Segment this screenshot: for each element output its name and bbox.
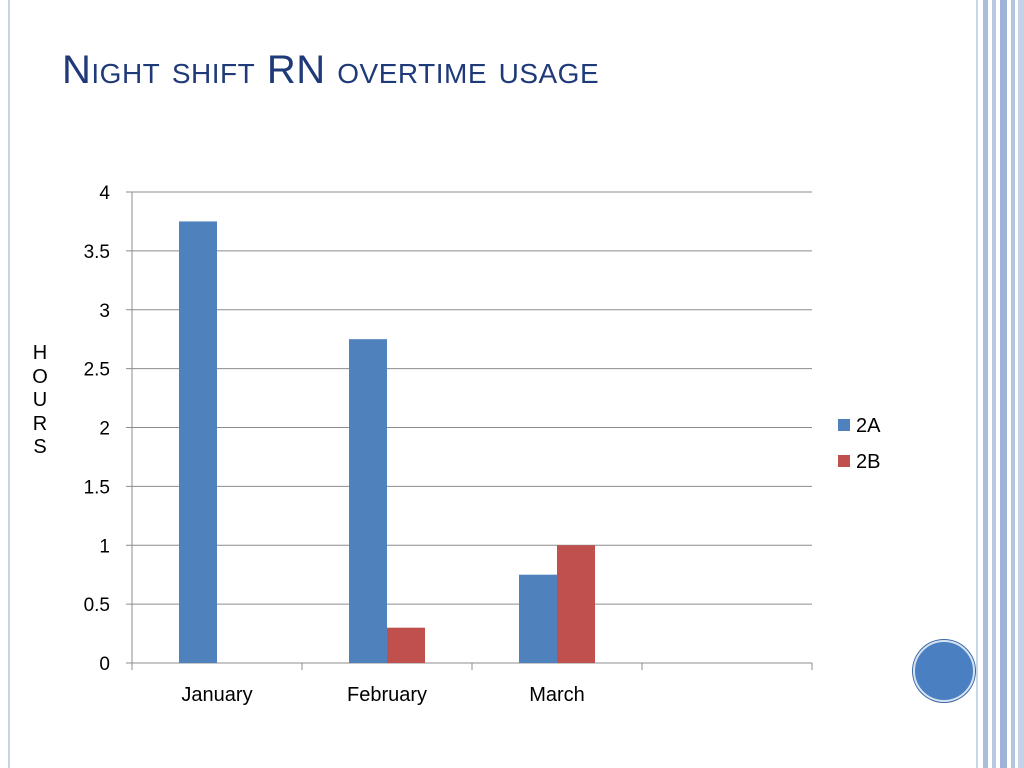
bar-2a-march (519, 574, 557, 663)
y-tick-label: 3 (99, 301, 110, 322)
y-axis-label: HOURS (32, 342, 48, 458)
y-tick-label: 0 (99, 654, 110, 675)
bar-2b-february (387, 627, 425, 663)
y-tick-label: 0.5 (84, 595, 110, 616)
bar-2a-february (349, 339, 387, 663)
slide-title: Night shift RN overtime usage (62, 48, 600, 92)
x-category-label: January (181, 684, 252, 706)
legend-swatch-2a (838, 419, 850, 431)
stripe-6 (1018, 0, 1024, 768)
y-tick-label: 1.5 (84, 477, 110, 498)
stripe-2 (983, 0, 988, 768)
stripe-1 (976, 0, 978, 768)
y-tick-label: 4 (99, 183, 110, 204)
y-tick-label: 3.5 (84, 242, 110, 263)
stripe-5 (1011, 0, 1015, 768)
x-category-label: March (529, 684, 585, 706)
y-tick-label: 2 (99, 419, 110, 440)
bar-2b-march (557, 545, 595, 663)
legend-swatch-2b (838, 455, 850, 467)
x-category-label: February (347, 684, 427, 706)
y-tick-label: 1 (99, 536, 110, 557)
left-border-line (8, 0, 10, 768)
stripe-4 (1000, 0, 1007, 768)
legend-label-2b: 2B (856, 451, 880, 473)
stripe-3 (992, 0, 996, 768)
circle-nav-icon[interactable] (913, 640, 975, 702)
right-decorative-stripes (976, 0, 1024, 768)
legend-label-2a: 2A (856, 415, 881, 437)
bar-2a-january (179, 221, 217, 663)
y-tick-label: 2.5 (84, 360, 110, 381)
